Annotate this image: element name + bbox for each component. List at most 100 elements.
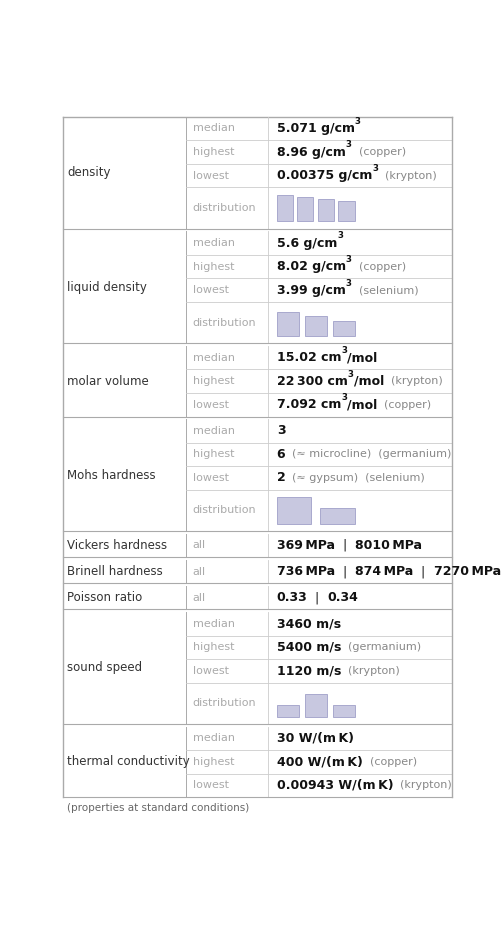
Text: 15.02 cm: 15.02 cm: [276, 352, 341, 364]
Text: 1120 m/s: 1120 m/s: [276, 664, 340, 677]
Text: density: density: [67, 166, 111, 179]
Text: distribution: distribution: [192, 505, 256, 515]
Text: 3: 3: [340, 393, 346, 402]
Text: 8010 MPa: 8010 MPa: [354, 539, 421, 552]
Text: 3: 3: [276, 425, 285, 438]
Bar: [320, 508, 354, 524]
Text: lowest: lowest: [192, 285, 228, 295]
Text: 7.092 cm: 7.092 cm: [276, 399, 340, 412]
Text: highest: highest: [192, 147, 234, 157]
Text: (≈ gypsum)  (selenium): (≈ gypsum) (selenium): [285, 473, 424, 483]
Text: 30 W/(m K): 30 W/(m K): [276, 732, 353, 745]
Text: distribution: distribution: [192, 204, 256, 213]
Text: /mol: /mol: [346, 399, 377, 412]
Text: |: |: [334, 565, 354, 578]
Bar: [317, 199, 333, 221]
Text: 3: 3: [337, 231, 342, 240]
Text: (krypton): (krypton): [393, 781, 451, 791]
Text: 400 W/(m K): 400 W/(m K): [276, 756, 362, 769]
Text: all: all: [192, 593, 205, 602]
Text: highest: highest: [192, 642, 234, 652]
Text: 0.00375 g/cm: 0.00375 g/cm: [276, 169, 371, 182]
Text: |: |: [307, 591, 327, 604]
Bar: [304, 694, 326, 717]
Text: (krypton): (krypton): [377, 170, 436, 180]
Text: molar volume: molar volume: [67, 375, 149, 388]
Bar: [304, 316, 326, 336]
Text: (≈ microcline)  (germanium): (≈ microcline) (germanium): [285, 450, 451, 460]
Text: Mohs hardness: Mohs hardness: [67, 469, 156, 482]
Text: 5.6 g/cm: 5.6 g/cm: [276, 237, 337, 250]
Text: (krypton): (krypton): [383, 376, 442, 387]
Text: distribution: distribution: [192, 698, 256, 709]
Text: (krypton): (krypton): [340, 666, 399, 676]
Text: 5400 m/s: 5400 m/s: [276, 641, 340, 654]
Text: 3: 3: [345, 278, 351, 288]
Bar: [297, 197, 313, 221]
Text: lowest: lowest: [192, 781, 228, 791]
Text: 22 300 cm: 22 300 cm: [276, 375, 347, 388]
Text: 0.33: 0.33: [276, 591, 307, 604]
Text: 3: 3: [341, 346, 347, 355]
Text: highest: highest: [192, 376, 234, 387]
Text: sound speed: sound speed: [67, 661, 142, 674]
Text: 736 MPa: 736 MPa: [276, 565, 334, 578]
Text: liquid density: liquid density: [67, 281, 147, 294]
Bar: [276, 705, 298, 717]
Text: all: all: [192, 540, 205, 550]
Text: 3: 3: [347, 370, 353, 378]
Text: |: |: [412, 565, 433, 578]
Bar: [338, 201, 354, 221]
Bar: [276, 497, 310, 524]
Text: 0.00943 W/(m K): 0.00943 W/(m K): [276, 779, 393, 792]
Text: thermal conductivity: thermal conductivity: [67, 756, 190, 769]
Text: median: median: [192, 238, 234, 248]
Text: lowest: lowest: [192, 473, 228, 483]
Text: |: |: [334, 539, 354, 552]
Text: 8.02 g/cm: 8.02 g/cm: [276, 260, 345, 273]
Text: 3: 3: [354, 117, 360, 126]
Text: lowest: lowest: [192, 400, 228, 410]
Text: 8.96 g/cm: 8.96 g/cm: [276, 145, 345, 158]
Text: highest: highest: [192, 450, 234, 460]
Text: 3460 m/s: 3460 m/s: [276, 617, 340, 630]
Text: median: median: [192, 426, 234, 436]
Text: 5.071 g/cm: 5.071 g/cm: [276, 122, 354, 135]
Text: (properties at standard conditions): (properties at standard conditions): [67, 803, 249, 813]
Text: (germanium): (germanium): [340, 642, 420, 652]
Text: 874 MPa: 874 MPa: [354, 565, 412, 578]
Text: Vickers hardness: Vickers hardness: [67, 539, 167, 552]
Text: highest: highest: [192, 262, 234, 272]
Text: median: median: [192, 352, 234, 363]
Text: highest: highest: [192, 757, 234, 767]
Bar: [276, 312, 298, 336]
Text: 7270 MPa: 7270 MPa: [433, 565, 499, 578]
Text: 369 MPa: 369 MPa: [276, 539, 334, 552]
Text: 3: 3: [371, 164, 377, 173]
Text: (copper): (copper): [377, 400, 431, 410]
Text: 0.34: 0.34: [327, 591, 358, 604]
Text: lowest: lowest: [192, 666, 228, 676]
Text: 2: 2: [276, 472, 285, 485]
Text: Brinell hardness: Brinell hardness: [67, 565, 163, 578]
Bar: [276, 194, 292, 221]
Bar: [332, 321, 354, 336]
Text: /mol: /mol: [353, 375, 383, 388]
Text: (copper): (copper): [351, 147, 405, 157]
Text: 3.99 g/cm: 3.99 g/cm: [276, 284, 345, 297]
Text: Poisson ratio: Poisson ratio: [67, 591, 142, 604]
Text: 6: 6: [276, 448, 285, 461]
Text: 3: 3: [345, 141, 351, 150]
Text: median: median: [192, 734, 234, 744]
Text: (copper): (copper): [362, 757, 416, 767]
Text: all: all: [192, 566, 205, 576]
Text: median: median: [192, 123, 234, 133]
Bar: [332, 705, 354, 717]
Text: 3: 3: [345, 255, 351, 264]
Text: /mol: /mol: [347, 352, 377, 364]
Text: median: median: [192, 619, 234, 629]
Text: (copper): (copper): [351, 262, 405, 272]
Text: lowest: lowest: [192, 170, 228, 180]
Text: (selenium): (selenium): [351, 285, 417, 295]
Text: distribution: distribution: [192, 317, 256, 327]
